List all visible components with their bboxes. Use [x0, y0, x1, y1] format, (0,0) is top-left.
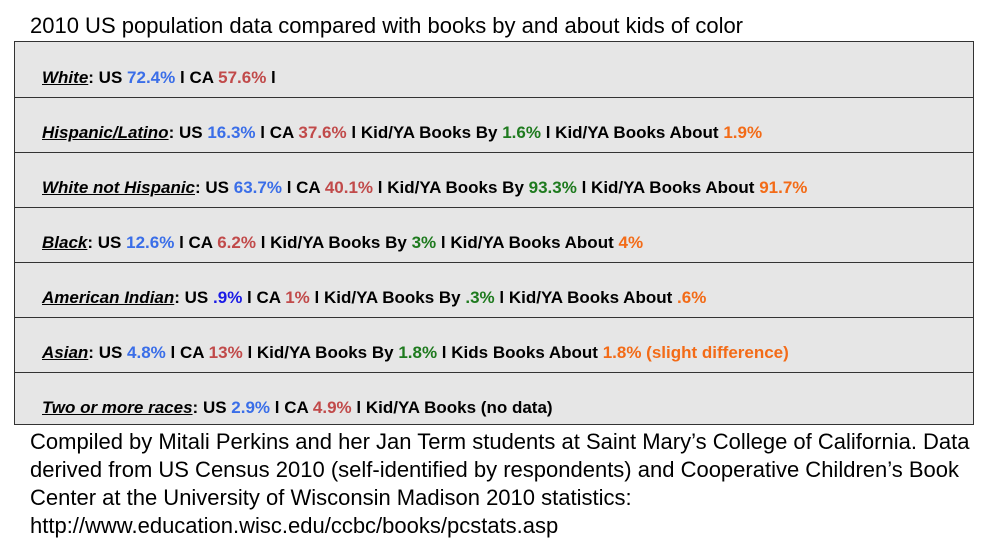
- us-value: 16.3%: [207, 123, 256, 142]
- separator: l: [499, 288, 505, 307]
- data-table: White: US 72.4% l CA 57.6% l Hispanic/La…: [14, 41, 974, 425]
- books-about-label: Kid/YA Books About: [508, 288, 673, 307]
- table-row: American Indian: US .9% l CA 1% l Kid/YA…: [15, 263, 973, 318]
- us-label: US: [97, 233, 122, 252]
- us-label: US: [98, 343, 123, 362]
- table-row: Black: US 12.6% l CA 6.2% l Kid/YA Books…: [15, 208, 973, 263]
- books-about-label: Kid/YA Books About: [450, 233, 614, 252]
- books-by-label: Kid/YA Books By: [270, 233, 407, 252]
- books-by-label: Kid/YA Books By: [387, 178, 524, 197]
- separator: l: [247, 288, 252, 307]
- separator: l: [441, 343, 447, 362]
- books-about-label: Kids Books About: [451, 343, 598, 362]
- us-label: US: [202, 398, 227, 417]
- separator: l: [179, 233, 184, 252]
- books-about-value: .6%: [677, 288, 707, 307]
- table-row: White not Hispanic: US 63.7% l CA 40.1% …: [15, 153, 973, 208]
- separator: l: [377, 178, 383, 197]
- separator: l: [351, 123, 357, 142]
- ca-value: 13%: [208, 343, 243, 362]
- books-label: Kid/YA Books (no data): [365, 398, 553, 417]
- ca-label: CA: [256, 288, 281, 307]
- category-label: White not Hispanic: [42, 178, 195, 197]
- ca-value: 4.9%: [312, 398, 352, 417]
- category-label: Black: [42, 233, 88, 252]
- separator: l: [440, 233, 446, 252]
- us-label: US: [178, 123, 203, 142]
- separator: l: [271, 68, 276, 87]
- us-label: US: [98, 68, 123, 87]
- us-value: 72.4%: [127, 68, 176, 87]
- source-note: Compiled by Mitali Perkins and her Jan T…: [30, 429, 970, 538]
- table-row: Asian: US 4.8% l CA 13% l Kid/YA Books B…: [15, 318, 973, 373]
- books-by-value: 1.6%: [502, 123, 541, 142]
- us-label: US: [205, 178, 230, 197]
- books-by-label: Kid/YA Books By: [360, 123, 498, 142]
- books-by-value: .3%: [465, 288, 495, 307]
- separator: l: [314, 288, 320, 307]
- ca-label: CA: [180, 343, 204, 362]
- ca-label: CA: [189, 68, 214, 87]
- separator: l: [247, 343, 253, 362]
- separator: l: [179, 68, 185, 87]
- ca-value: 57.6%: [218, 68, 267, 87]
- table-row: Two or more races: US 2.9% l CA 4.9% l K…: [42, 398, 553, 417]
- separator: l: [356, 398, 362, 417]
- separator: l: [581, 178, 587, 197]
- books-by-value: 93.3%: [528, 178, 577, 197]
- table-row: Hispanic/Latino: US 16.3% l CA 37.6% l K…: [15, 98, 973, 153]
- separator: l: [260, 123, 265, 142]
- us-label: US: [184, 288, 209, 307]
- ca-label: CA: [188, 233, 213, 252]
- category-label: Two or more races: [42, 398, 193, 417]
- books-by-label: Kid/YA Books By: [256, 343, 394, 362]
- ca-value: 37.6%: [298, 123, 347, 142]
- books-about-value: 1.9%: [723, 123, 763, 142]
- books-by-value: 1.8%: [398, 343, 438, 362]
- page-title: 2010 US population data compared with bo…: [30, 13, 744, 38]
- us-value: 2.9%: [231, 398, 271, 417]
- category-label: American Indian: [42, 288, 175, 307]
- books-about-value: 1.8% (slight difference): [602, 343, 789, 362]
- us-value: 63.7%: [233, 178, 282, 197]
- ca-value: 1%: [285, 288, 310, 307]
- separator: l: [170, 343, 176, 362]
- ca-label: CA: [296, 178, 321, 197]
- separator: l: [260, 233, 266, 252]
- separator: l: [545, 123, 551, 142]
- books-by-label: Kid/YA Books By: [323, 288, 461, 307]
- category-label: Hispanic/Latino: [42, 123, 169, 142]
- ca-value: 6.2%: [217, 233, 256, 252]
- table-row: White: US 72.4% l CA 57.6% l: [15, 42, 973, 98]
- ca-label: CA: [269, 123, 294, 142]
- category-label: White: [42, 68, 89, 87]
- separator: l: [274, 398, 280, 417]
- category-label: Asian: [42, 343, 89, 362]
- separator: l: [286, 178, 292, 197]
- us-value: .9%: [213, 288, 243, 307]
- us-value: 4.8%: [127, 343, 166, 362]
- books-about-label: Kid/YA Books About: [555, 123, 719, 142]
- books-about-value: 4%: [618, 233, 644, 252]
- books-about-value: 91.7%: [759, 178, 808, 197]
- books-by-value: 3%: [411, 233, 437, 252]
- ca-label: CA: [284, 398, 309, 417]
- books-about-label: Kid/YA Books About: [591, 178, 755, 197]
- us-value: 12.6%: [126, 233, 175, 252]
- ca-value: 40.1%: [324, 178, 374, 197]
